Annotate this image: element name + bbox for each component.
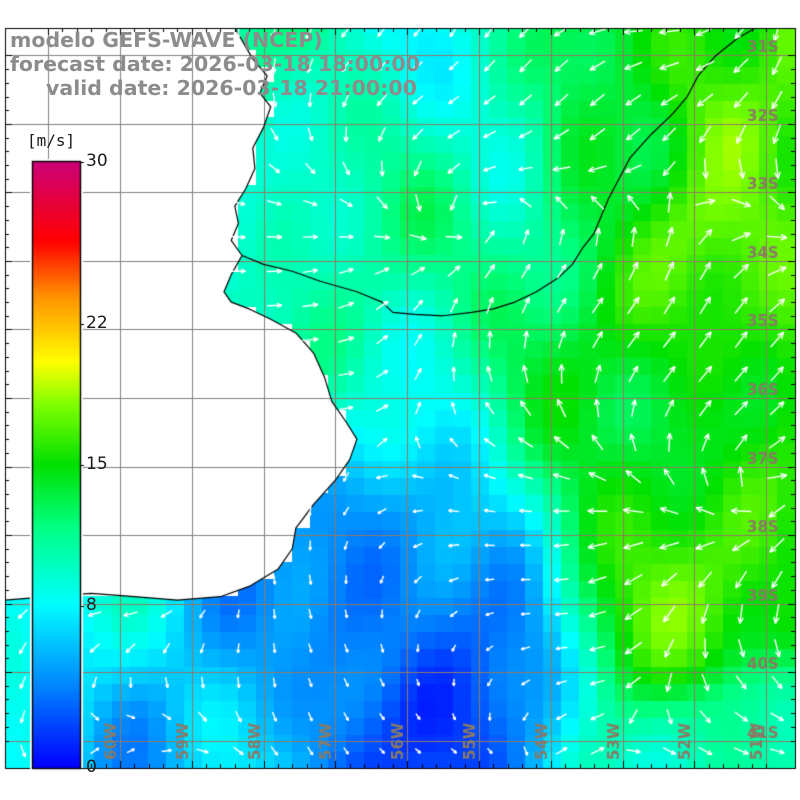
colorbar-tick-15: 15 [86,454,108,474]
colorbar-unit-label: [m/s] [27,131,76,150]
colorbar-tick-0: 0 [86,757,97,777]
colorbar-tick-22: 22 [86,312,108,333]
colorbar-tick-30: 30 [86,151,108,171]
colorbar-tick-8: 8 [86,595,97,616]
